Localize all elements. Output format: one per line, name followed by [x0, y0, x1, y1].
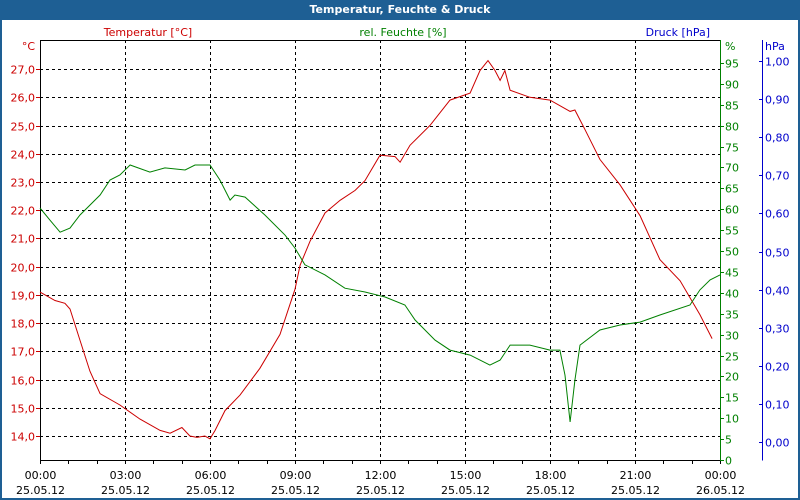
- humidity-tick-label: 40: [725, 288, 739, 301]
- x-tick-date: 25.05.12: [186, 484, 235, 497]
- pressure-tick-label: 0,00: [765, 437, 790, 450]
- x-tick-time: 06:00: [195, 469, 227, 482]
- humidity-series-line: [39, 164, 721, 423]
- humidity-tick-label: 75: [725, 142, 739, 155]
- legend-humidity: rel. Feuchte [%]: [359, 26, 446, 39]
- humidity-tick-label: 35: [725, 309, 739, 322]
- x-tick-date: 25.05.12: [101, 484, 150, 497]
- temp-tick-label: 20,0: [11, 262, 36, 275]
- humidity-tick-label: 55: [725, 225, 739, 238]
- temp-tick-label: 14,0: [11, 431, 36, 444]
- x-tick-date: 25.05.12: [611, 484, 660, 497]
- x-tick-time: 21:00: [620, 469, 652, 482]
- temp-unit-label: °C: [22, 40, 36, 53]
- x-tick-date: 25.05.12: [441, 484, 490, 497]
- x-tick-time: 00:00: [25, 469, 57, 482]
- temperature-series-line: [39, 59, 713, 440]
- temp-tick-label: 22,0: [11, 205, 36, 218]
- x-tick-time: 12:00: [365, 469, 397, 482]
- humidity-tick-label: 65: [725, 183, 739, 196]
- temp-tick-label: 27,0: [11, 64, 36, 77]
- pressure-tick-label: 0,40: [765, 285, 790, 298]
- x-tick-time: 00:00: [705, 469, 737, 482]
- pressure-tick-label: 0,30: [765, 323, 790, 336]
- humidity-tick-label: 15: [725, 392, 739, 405]
- humidity-tick-label: 30: [725, 330, 739, 343]
- humidity-tick-label: 45: [725, 267, 739, 280]
- humidity-tick-label: 25: [725, 351, 739, 364]
- humidity-tick-label: 5: [725, 434, 732, 447]
- temp-tick-label: 16,0: [11, 375, 36, 388]
- humidity-tick-label: 60: [725, 204, 739, 217]
- x-tick-date: 25.05.12: [526, 484, 575, 497]
- legend-temperature: Temperatur [°C]: [103, 26, 192, 39]
- humidity-tick-label: 50: [725, 246, 739, 259]
- legend-pressure: Druck [hPa]: [646, 26, 710, 39]
- pressure-tick-label: 0,80: [765, 132, 790, 145]
- humidity-tick-label: 85: [725, 100, 739, 113]
- humidity-tick-label: 80: [725, 121, 739, 134]
- humidity-tick-label: 70: [725, 162, 739, 175]
- x-tick-date: 25.05.12: [16, 484, 65, 497]
- x-tick-date: 25.05.12: [356, 484, 405, 497]
- humidity-tick-label: 20: [725, 371, 739, 384]
- temp-tick-label: 15,0: [11, 403, 36, 416]
- pressure-tick-label: 0,70: [765, 170, 790, 183]
- temp-tick-label: 26,0: [11, 92, 36, 105]
- humidity-tick-label: 90: [725, 79, 739, 92]
- temp-tick-label: 23,0: [11, 177, 36, 190]
- chart-area: [2, 20, 798, 498]
- x-tick-time: 15:00: [450, 469, 482, 482]
- humidity-tick-label: 10: [725, 413, 739, 426]
- x-tick-date: 26.05.12: [696, 484, 745, 497]
- pressure-tick-label: 1,00: [765, 56, 790, 69]
- x-tick-date: 25.05.12: [271, 484, 320, 497]
- temp-tick-label: 21,0: [11, 233, 36, 246]
- temp-tick-label: 18,0: [11, 318, 36, 331]
- humidity-tick-label: 95: [725, 58, 739, 71]
- temp-tick-label: 24,0: [11, 149, 36, 162]
- humidity-unit-label: %: [725, 40, 735, 53]
- pressure-unit-label: hPa: [765, 40, 785, 53]
- temp-tick-label: 19,0: [11, 290, 36, 303]
- temp-tick-label: 17,0: [11, 346, 36, 359]
- x-tick-time: 09:00: [280, 469, 312, 482]
- pressure-tick-label: 0,60: [765, 208, 790, 221]
- pressure-tick-label: 0,10: [765, 399, 790, 412]
- x-tick-time: 18:00: [535, 469, 567, 482]
- pressure-tick-label: 0,90: [765, 94, 790, 107]
- pressure-tick-label: 0,20: [765, 361, 790, 374]
- x-tick-time: 03:00: [110, 469, 142, 482]
- temp-tick-label: 25,0: [11, 121, 36, 134]
- humidity-tick-label: 0: [725, 455, 732, 468]
- window-title: Temperatur, Feuchte & Druck: [309, 3, 491, 16]
- pressure-tick-label: 0,50: [765, 247, 790, 260]
